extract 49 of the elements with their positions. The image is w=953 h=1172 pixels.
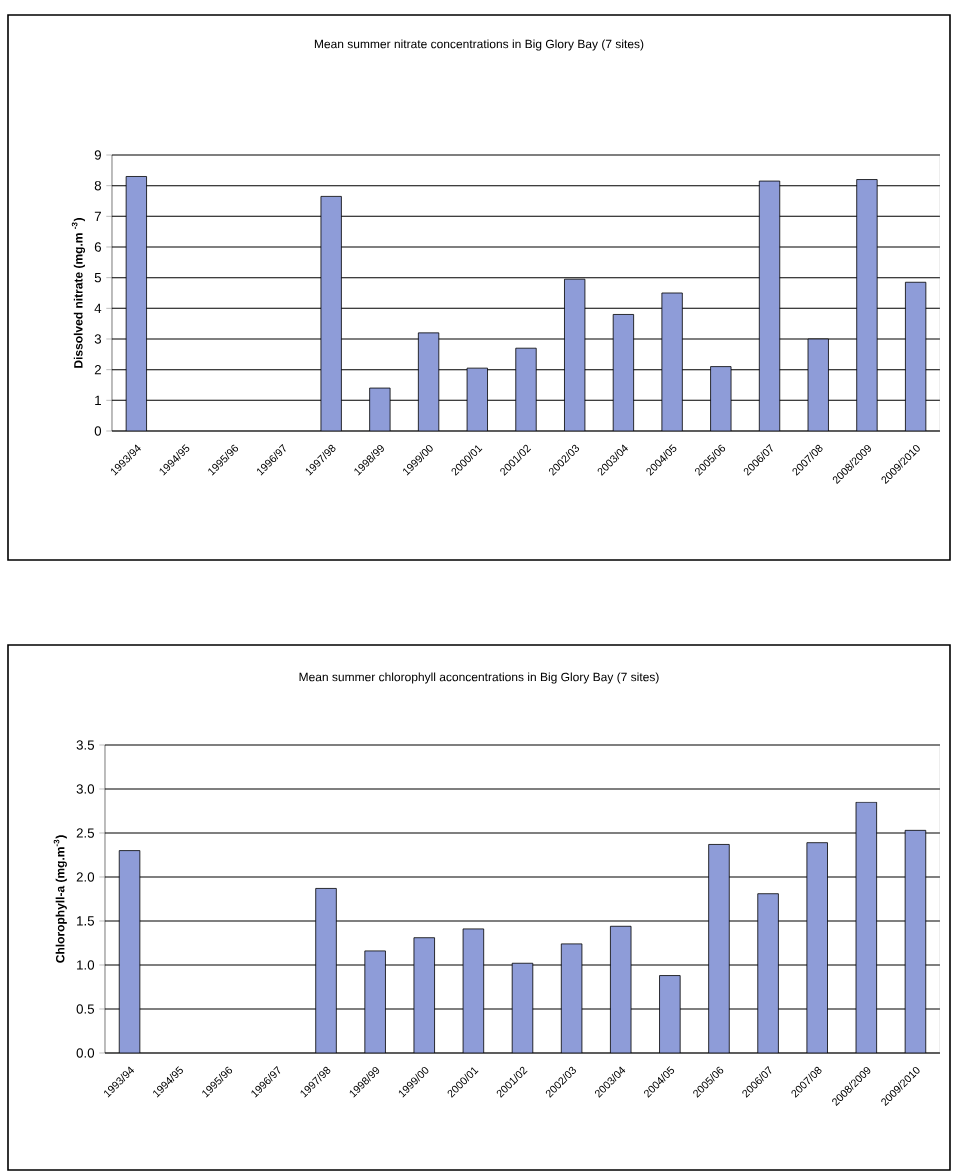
- y-tick-label: 8: [94, 180, 102, 191]
- bar: [856, 179, 878, 431]
- y-tick-label: 7: [94, 211, 101, 221]
- bar: [315, 888, 337, 1053]
- y-tick-label: 0: [94, 426, 102, 436]
- y-tick-label: 1: [95, 395, 101, 405]
- bar: [364, 950, 386, 1053]
- chart-title: Mean summer chlorophyll aconcentrations in Big Glory Bay (7 sites): [299, 672, 659, 684]
- bar: [125, 176, 147, 431]
- bar: [807, 338, 829, 431]
- y-tick-label: 0.5: [76, 1004, 95, 1014]
- bar: [610, 925, 632, 1053]
- y-tick-label: 3.5: [76, 740, 95, 750]
- bar: [511, 962, 534, 1053]
- bar: [905, 281, 927, 431]
- bar: [560, 943, 583, 1053]
- bar: [757, 893, 779, 1053]
- y-tick-label: 2: [94, 365, 101, 375]
- bar: [806, 842, 828, 1053]
- bar: [661, 292, 683, 431]
- bar: [320, 196, 342, 431]
- bar: [708, 844, 730, 1053]
- bar: [564, 278, 586, 431]
- y-tick-label: 4: [94, 303, 102, 313]
- bar: [417, 332, 440, 431]
- y-axis-title: Dissolved nitrate (mg.m $^{-3}$): [71, 218, 86, 368]
- y-tick-label: 0.0: [76, 1048, 95, 1058]
- y-tick-label: 5: [94, 273, 102, 283]
- bar: [118, 850, 141, 1053]
- bar: [413, 937, 435, 1053]
- y-tick-label: 3.0: [76, 784, 95, 794]
- y-tick-label: 2.0: [76, 872, 95, 882]
- bar: [758, 180, 781, 431]
- bar: [904, 829, 927, 1053]
- y-tick-label: 1.0: [77, 960, 95, 970]
- y-axis-title: Chlorophyll-a (mg.m$^{-3}$): [53, 835, 67, 963]
- bar: [466, 367, 488, 431]
- y-tick-label: 1.5: [77, 916, 95, 926]
- bar: [710, 366, 732, 431]
- chart-title: Mean summer nitrate concentrations in Big Glory Bay (7 sites): [314, 39, 644, 51]
- y-tick-label: 3: [94, 334, 102, 344]
- y-tick-label: 6: [94, 242, 102, 252]
- bar: [515, 347, 537, 431]
- bar: [612, 314, 635, 431]
- y-tick-label: 2.5: [76, 828, 95, 838]
- bar: [659, 975, 681, 1053]
- bar: [855, 801, 878, 1053]
- y-tick-label: 9: [94, 150, 101, 160]
- bar: [462, 928, 485, 1053]
